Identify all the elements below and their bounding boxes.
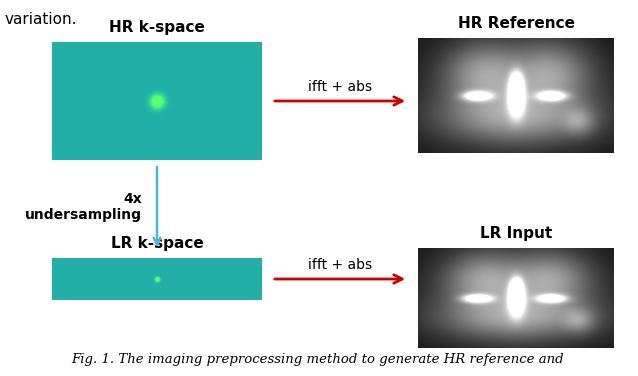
- Text: HR Reference: HR Reference: [457, 16, 574, 31]
- Text: HR k-space: HR k-space: [109, 20, 205, 35]
- Text: LR k-space: LR k-space: [110, 236, 204, 251]
- Text: Fig. 1. The imaging preprocessing method to generate HR reference and: Fig. 1. The imaging preprocessing method…: [71, 353, 565, 366]
- Text: LR Input: LR Input: [480, 226, 552, 241]
- Text: variation.: variation.: [5, 12, 77, 27]
- Text: ifft + abs: ifft + abs: [308, 258, 372, 272]
- Text: 4x: 4x: [123, 192, 142, 206]
- Text: ifft + abs: ifft + abs: [308, 80, 372, 94]
- Text: undersampling: undersampling: [25, 208, 142, 222]
